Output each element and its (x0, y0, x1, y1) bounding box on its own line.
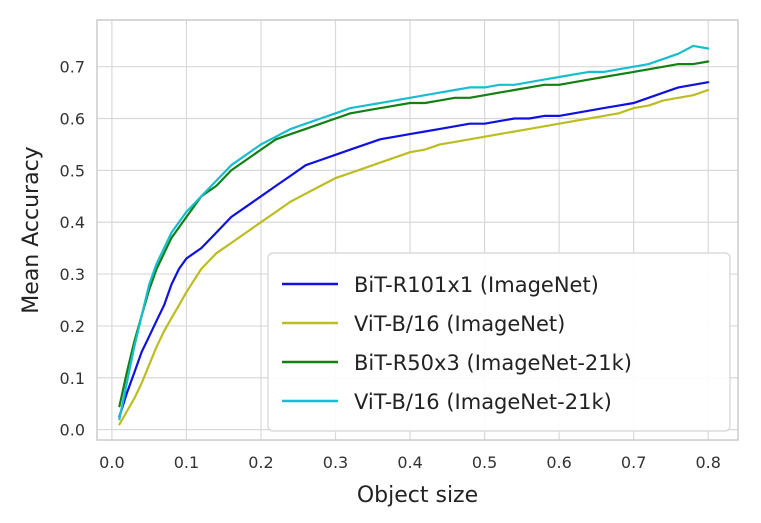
series-line-2 (118, 88, 710, 426)
y-tick-label: 0.2 (60, 317, 85, 336)
legend-box (267, 252, 731, 432)
legend-entry: ViT-B/16 (ImageNet) (354, 312, 565, 336)
y-tick-labels: 0.0 0.1 0.2 0.3 0.4 0.5 0.6 0.7 (60, 58, 85, 440)
x-tick-label: 0.2 (248, 453, 273, 472)
series-line-1 (118, 81, 710, 418)
x-tick-label: 0.5 (472, 453, 497, 472)
series-line-4 (118, 44, 710, 421)
y-axis-title: Mean Accuracy (19, 146, 44, 313)
x-tick-label: 0.0 (99, 453, 124, 472)
plot-frame (96, 19, 739, 441)
y-tick-label: 0.0 (60, 421, 85, 440)
series-lines (118, 44, 710, 426)
x-tick-label: 0.8 (695, 453, 720, 472)
x-tick-label: 0.4 (397, 453, 422, 472)
legend-entry: BiT-R50x3 (ImageNet-21k) (354, 351, 632, 375)
y-tick-label: 0.1 (60, 369, 85, 388)
y-tick-label: 0.7 (60, 58, 85, 77)
y-tick-label: 0.6 (60, 110, 85, 129)
legend: BiT-R101x1 (ImageNet) ViT-B/16 (ImageNet)… (267, 252, 731, 432)
legend-entry: ViT-B/16 (ImageNet-21k) (354, 390, 612, 414)
x-tick-label: 0.7 (621, 453, 646, 472)
x-axis-title: Object size (357, 483, 478, 508)
x-tick-label: 0.6 (546, 453, 571, 472)
x-tick-label: 0.1 (174, 453, 199, 472)
y-tick-label: 0.5 (60, 161, 85, 180)
y-tick-label: 0.3 (60, 265, 85, 284)
x-tick-labels: 0.0 0.1 0.2 0.3 0.4 0.5 0.6 0.7 0.8 (99, 453, 721, 472)
x-tick-label: 0.3 (323, 453, 348, 472)
y-tick-label: 0.4 (60, 213, 85, 232)
series-line-3 (118, 60, 710, 408)
legend-entry: BiT-R101x1 (ImageNet) (354, 273, 599, 297)
